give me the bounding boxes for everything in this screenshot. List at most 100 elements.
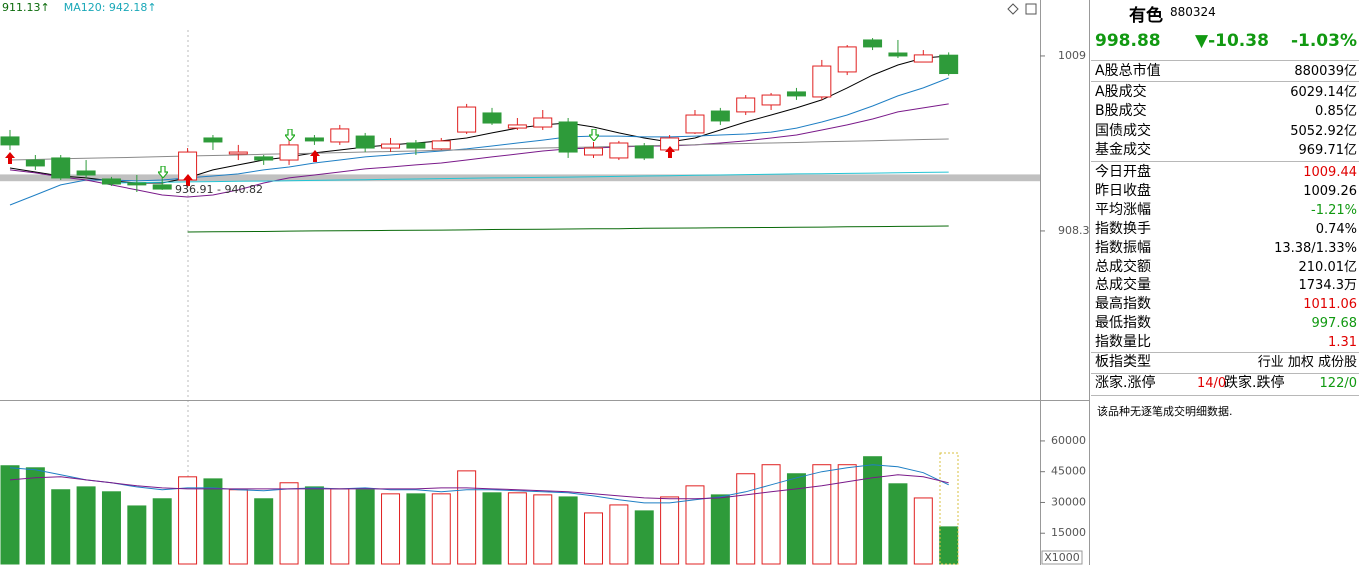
row-value: 0.85亿 (1315, 104, 1357, 120)
price-change: ▼-10.38 (1195, 31, 1269, 51)
quote-row: 基金成交 969.71亿 (1091, 141, 1359, 160)
row-label: 国债成交 (1095, 122, 1151, 139)
up-count: 14/0 (1197, 376, 1227, 391)
candle-body (51, 157, 71, 179)
y-tick-label: 15000 (1051, 526, 1086, 539)
candle-body (431, 140, 451, 150)
row-label: 今日开盘 (1095, 164, 1151, 180)
volume-bar (457, 470, 477, 565)
candle-body (279, 144, 299, 161)
candle-body (507, 124, 527, 129)
volume-bar (431, 493, 451, 565)
ma-line (187, 225, 949, 233)
volume-bar (761, 464, 781, 565)
volume-bar (0, 465, 20, 565)
separator (1091, 161, 1359, 162)
row-label: B股成交 (1095, 103, 1147, 120)
sell-signal (589, 129, 599, 141)
row-value: 6029.14亿 (1290, 85, 1357, 100)
row-label: 最低指数 (1095, 315, 1151, 332)
ma-line (9, 77, 949, 206)
volume-bar (25, 467, 45, 565)
candle-body (736, 97, 756, 113)
quote-row: A股成交 6029.14亿 (1091, 83, 1359, 102)
down-count: 122/0 (1319, 376, 1357, 391)
volume-bar (355, 489, 375, 565)
candle-body (355, 135, 375, 149)
candle-body (254, 156, 274, 161)
candle-body (406, 142, 426, 149)
square-button[interactable] (1025, 3, 1037, 15)
row-value: 210.01亿 (1298, 259, 1358, 275)
candle-body (304, 137, 324, 142)
row-value: 5052.92亿 (1290, 123, 1357, 139)
volume-bar (710, 494, 730, 565)
candle-body (863, 39, 883, 48)
candle-body (482, 112, 502, 124)
volume-bar (736, 473, 756, 565)
row-label: 指数换手 (1095, 220, 1151, 237)
mark-layer (0, 38, 959, 565)
candle-body (101, 178, 121, 185)
volume-bar (685, 485, 705, 565)
candle-body (558, 121, 578, 153)
volume-bar (583, 512, 603, 565)
ma-line (9, 55, 949, 184)
quote-row: 指数振幅 13.38/1.33% (1091, 239, 1359, 258)
row-value: 1734.3万 (1298, 278, 1358, 294)
candle-body (913, 54, 933, 63)
volume-bar (178, 476, 198, 565)
row-label: A股总市值 (1095, 63, 1161, 79)
volume-bar (76, 486, 96, 565)
candle-body (888, 52, 908, 57)
volume-bar (660, 496, 680, 565)
y-tick-label: 908.3 (1058, 224, 1090, 237)
up-label: 涨家.涨停 (1095, 375, 1156, 391)
quote-row: 今日开盘 1009.44 (1091, 163, 1359, 182)
volume-bar (863, 456, 883, 565)
candle-body (203, 137, 223, 143)
quote-row: 最高指数 1011.06 (1091, 295, 1359, 314)
row-value: 13.38/1.33% (1274, 240, 1357, 256)
separator (1091, 373, 1359, 374)
y-tick-label: 60000 (1051, 434, 1086, 447)
change-percent: -1.03% (1290, 31, 1357, 51)
volume-bar (228, 489, 248, 565)
ma-label: 911.13↑ (2, 1, 50, 14)
candle-body (0, 136, 20, 146)
candle-body (812, 65, 832, 98)
unit-box (1041, 550, 1083, 565)
stock-code: 880324 (1170, 5, 1216, 19)
row-label: 总成交额 (1095, 258, 1151, 275)
row-label: 总成交量 (1095, 277, 1151, 294)
volume-bar (330, 488, 350, 565)
candle-body (583, 147, 603, 156)
breadth-row: 涨家.涨停 14/0 跌家.跌停 122/0 (1091, 374, 1359, 393)
volume-bar (533, 494, 553, 565)
volume-bar (507, 492, 527, 565)
candle-body (533, 117, 553, 128)
row-label: 基金成交 (1095, 141, 1151, 158)
volume-bar (837, 464, 857, 565)
volume-bar (152, 498, 172, 565)
sell-signal (285, 129, 295, 141)
volume-ma-line (9, 464, 949, 504)
y-tick-label: 30000 (1051, 495, 1086, 508)
candle-body (127, 182, 147, 186)
buy-signal (5, 152, 15, 164)
volume-unit: X1000 (1044, 551, 1080, 564)
ma-line (9, 103, 949, 198)
separator (1091, 81, 1359, 82)
ma-line (111, 171, 949, 184)
volume-bar (381, 493, 401, 565)
candle-body (152, 184, 172, 190)
line-layer (9, 55, 949, 233)
volume-bar (558, 496, 578, 565)
row-value: 969.71亿 (1298, 142, 1358, 158)
quote-panel: 有色 880324 998.88 ▼-10.38 -1.03% A股总市值 880039亿 A… (1091, 0, 1359, 565)
volume-bar (304, 486, 324, 565)
row-label: 指数振幅 (1095, 239, 1151, 256)
row-label: 板指类型 (1095, 354, 1151, 370)
diamond-button[interactable] (1007, 3, 1019, 15)
live-volume-frame (939, 452, 959, 565)
